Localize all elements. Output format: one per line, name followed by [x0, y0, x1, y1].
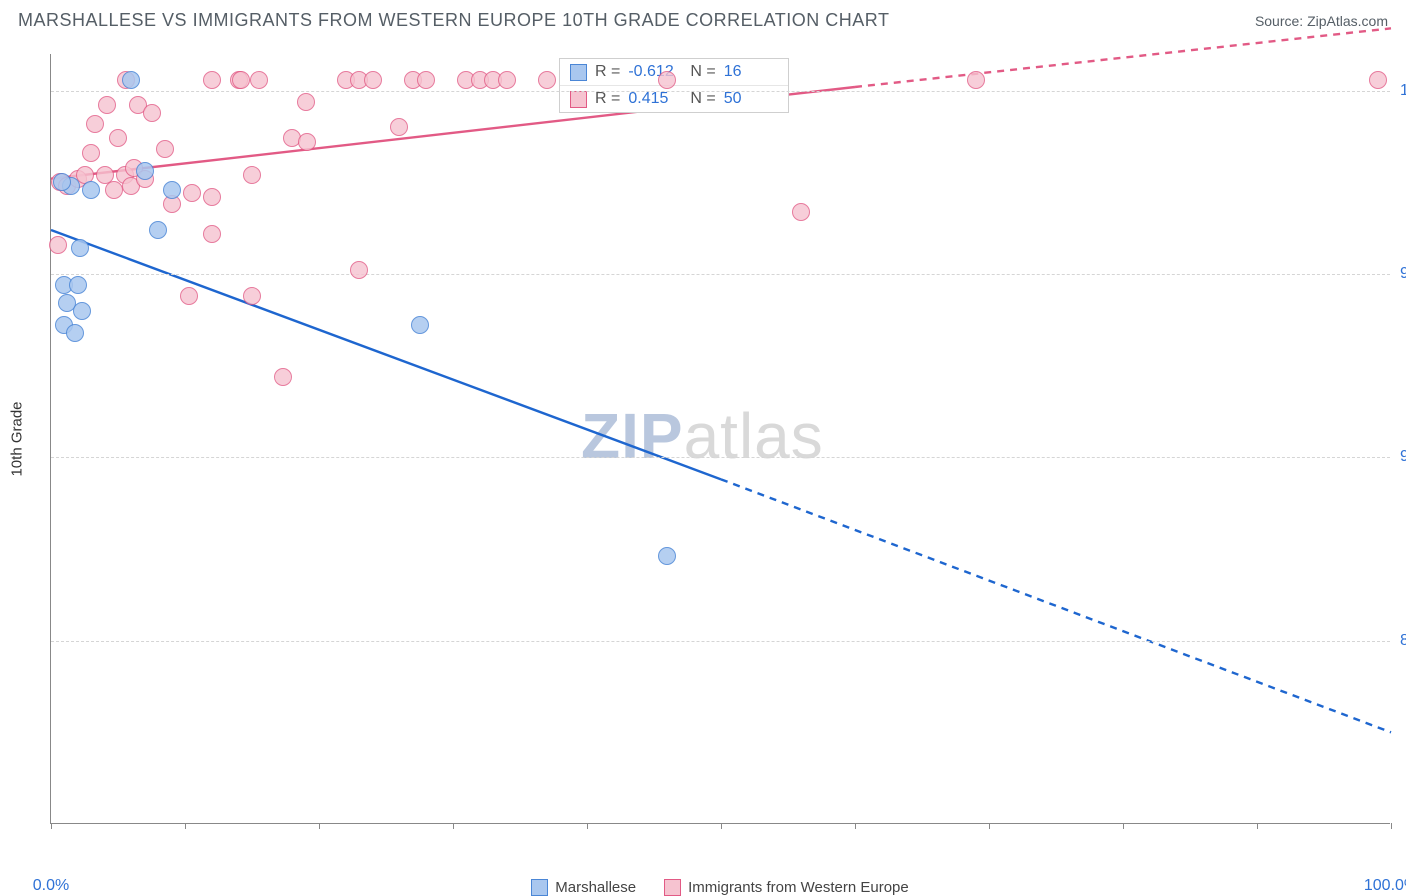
regression-line-solid [51, 230, 721, 479]
x-tick [319, 823, 320, 829]
data-point-pink [86, 115, 104, 133]
data-point-pink [297, 93, 315, 111]
data-point-pink [82, 144, 100, 162]
data-point-blue [658, 547, 676, 565]
source-label: Source: ZipAtlas.com [1255, 13, 1388, 29]
data-point-blue [163, 181, 181, 199]
chart-area: 10th Grade ZIPatlas R =-0.612N =16R =0.4… [50, 54, 1390, 824]
data-point-blue [149, 221, 167, 239]
data-point-pink [180, 287, 198, 305]
stats-row-pink: R = 0.415 N = 50 [560, 85, 788, 112]
stats-swatch [570, 64, 587, 81]
stats-r-label: R = [595, 90, 620, 108]
data-point-blue [411, 316, 429, 334]
stats-n-label: N = [690, 90, 715, 108]
data-point-pink [203, 225, 221, 243]
stats-r-value: 0.415 [628, 90, 682, 108]
data-point-blue [66, 324, 84, 342]
x-tick [1257, 823, 1258, 829]
data-point-pink [183, 184, 201, 202]
data-point-blue [69, 276, 87, 294]
x-tick [51, 823, 52, 829]
stats-n-value: 50 [724, 90, 778, 108]
data-point-pink [364, 71, 382, 89]
x-tick [1123, 823, 1124, 829]
data-point-pink [274, 368, 292, 386]
data-point-pink [350, 261, 368, 279]
data-point-pink [49, 236, 67, 254]
y-tick-label: 90.0% [1400, 448, 1406, 466]
stats-n-label: N = [690, 63, 715, 81]
data-point-pink [250, 71, 268, 89]
stats-swatch [570, 91, 587, 108]
x-tick [453, 823, 454, 829]
data-point-pink [658, 71, 676, 89]
data-point-pink [298, 133, 316, 151]
data-point-pink [1369, 71, 1387, 89]
data-point-pink [232, 71, 250, 89]
data-point-pink [156, 140, 174, 158]
x-tick [855, 823, 856, 829]
plot-area: 10th Grade ZIPatlas R =-0.612N =16R =0.4… [50, 54, 1390, 824]
y-tick-label: 95.0% [1400, 265, 1406, 283]
data-point-pink [390, 118, 408, 136]
x-tick [989, 823, 990, 829]
data-point-pink [243, 287, 261, 305]
y-tick-label: 85.0% [1400, 632, 1406, 650]
gridline-h [51, 274, 1390, 275]
stats-r-label: R = [595, 63, 620, 81]
chart-title: MARSHALLESE VS IMMIGRANTS FROM WESTERN E… [18, 10, 889, 31]
data-point-pink [98, 96, 116, 114]
data-point-pink [109, 129, 127, 147]
data-point-blue [53, 173, 71, 191]
x-tick [1391, 823, 1392, 829]
header-row: MARSHALLESE VS IMMIGRANTS FROM WESTERN E… [0, 0, 1406, 31]
data-point-pink [538, 71, 556, 89]
x-tick [185, 823, 186, 829]
legend-label: Marshallese [555, 879, 636, 896]
regression-line-dashed [855, 28, 1391, 87]
gridline-h [51, 641, 1390, 642]
gridline-h [51, 91, 1390, 92]
data-point-blue [82, 181, 100, 199]
data-point-blue [71, 239, 89, 257]
data-point-pink [203, 188, 221, 206]
y-tick-label: 100.0% [1400, 82, 1406, 100]
x-tick [721, 823, 722, 829]
data-point-pink [792, 203, 810, 221]
data-point-pink [243, 166, 261, 184]
data-point-pink [498, 71, 516, 89]
legend-item-blue: Marshallese [531, 879, 636, 896]
x-tick [587, 823, 588, 829]
data-point-blue [73, 302, 91, 320]
legend-label: Immigrants from Western Europe [688, 879, 909, 896]
regression-line-dashed [721, 479, 1391, 732]
legend-item-pink: Immigrants from Western Europe [664, 879, 909, 896]
data-point-pink [203, 71, 221, 89]
data-point-blue [122, 71, 140, 89]
y-axis-label: 10th Grade [9, 401, 26, 476]
stats-n-value: 16 [724, 63, 778, 81]
legend-swatch [664, 879, 681, 896]
data-point-pink [967, 71, 985, 89]
legend: Marshallese Immigrants from Western Europ… [50, 879, 1390, 896]
legend-swatch [531, 879, 548, 896]
gridline-h [51, 457, 1390, 458]
chart-container: MARSHALLESE VS IMMIGRANTS FROM WESTERN E… [0, 0, 1406, 892]
data-point-pink [143, 104, 161, 122]
data-point-pink [105, 181, 123, 199]
data-point-blue [136, 162, 154, 180]
data-point-pink [417, 71, 435, 89]
